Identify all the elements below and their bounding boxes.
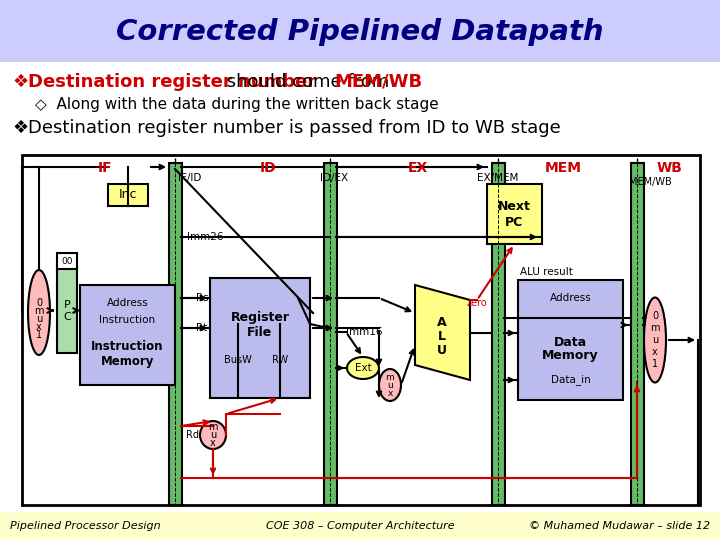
Text: Instruction: Instruction [99,315,156,325]
Text: Pipelined Processor Design: Pipelined Processor Design [10,521,161,531]
Text: x: x [387,388,392,397]
Ellipse shape [379,369,401,401]
Text: ◇  Along with the data during the written back stage: ◇ Along with the data during the written… [35,97,438,111]
Text: EX: EX [408,161,428,175]
Text: Inc: Inc [119,188,138,201]
Text: should come from: should come from [221,73,395,91]
Text: m: m [208,422,217,432]
Text: u: u [387,381,393,389]
Bar [518,280,623,400]
Text: Data: Data [554,335,587,348]
Text: A: A [437,316,447,329]
Text: EX/MEM: EX/MEM [477,173,518,183]
Bar [324,163,337,505]
Bar [0,512,720,540]
Bar [57,268,77,353]
Text: MEM: MEM [544,161,582,175]
Text: x: x [36,321,42,332]
Bar [492,163,505,505]
Text: ID/EX: ID/EX [320,173,348,183]
Text: © Muhamed Mudawar – slide 12: © Muhamed Mudawar – slide 12 [529,521,710,531]
Text: m: m [35,306,44,315]
Text: BusW: BusW [224,355,252,365]
Text: Register: Register [230,312,289,325]
Text: u: u [210,430,216,440]
Bar [22,155,700,505]
Text: x: x [210,438,216,448]
Ellipse shape [28,270,50,355]
Text: P: P [63,300,71,309]
Text: L: L [438,330,446,343]
Text: 00: 00 [61,256,73,266]
Bar [487,184,542,244]
Text: Rs: Rs [196,293,209,303]
Bar [169,163,182,505]
Text: C: C [63,312,71,321]
Polygon shape [415,285,470,380]
Text: u: u [652,335,658,345]
Ellipse shape [200,421,226,449]
Text: Memory: Memory [542,349,599,362]
Bar [631,163,644,505]
Text: 0: 0 [652,311,658,321]
Text: Imm26: Imm26 [187,232,223,242]
Text: ❖: ❖ [12,73,28,91]
Text: File: File [248,326,273,339]
Bar [108,184,148,206]
Text: 0: 0 [36,298,42,307]
Text: Imm16: Imm16 [346,327,382,337]
Ellipse shape [644,298,666,382]
Text: ALU result: ALU result [520,267,573,277]
Text: Corrected Pipelined Datapath: Corrected Pipelined Datapath [116,18,604,46]
Text: u: u [36,314,42,323]
Bar [80,285,175,385]
Text: 1: 1 [36,329,42,340]
Text: Data_in: Data_in [551,375,590,386]
Text: Memory: Memory [101,354,154,368]
Text: Next: Next [498,199,531,213]
Text: WB: WB [657,161,683,175]
Text: m: m [650,323,660,333]
Text: MEM/WB: MEM/WB [335,73,423,91]
Ellipse shape [347,357,379,379]
Text: ❖: ❖ [12,119,28,137]
Bar [210,278,310,398]
Text: Address: Address [107,298,148,308]
Text: MEM/WB: MEM/WB [629,177,671,187]
Text: x: x [652,347,658,357]
Text: Instruction: Instruction [91,341,163,354]
Text: Address: Address [549,293,591,303]
Text: U: U [437,345,447,357]
Text: ID: ID [260,161,276,175]
Bar [0,0,720,62]
Text: zero: zero [467,298,487,308]
Text: Rd: Rd [186,430,199,440]
Text: IF: IF [98,161,112,175]
Text: COE 308 – Computer Architecture: COE 308 – Computer Architecture [266,521,454,531]
Text: PC: PC [505,215,523,228]
Text: IF/ID: IF/ID [179,173,202,183]
Text: Ext: Ext [355,363,372,373]
Text: 1: 1 [652,359,658,369]
Text: Destination register number: Destination register number [28,73,316,91]
Text: m: m [386,373,395,381]
Text: RW: RW [272,355,288,365]
Text: Rt: Rt [196,323,207,333]
Bar [57,253,77,269]
Text: Destination register number is passed from ID to WB stage: Destination register number is passed fr… [28,119,561,137]
